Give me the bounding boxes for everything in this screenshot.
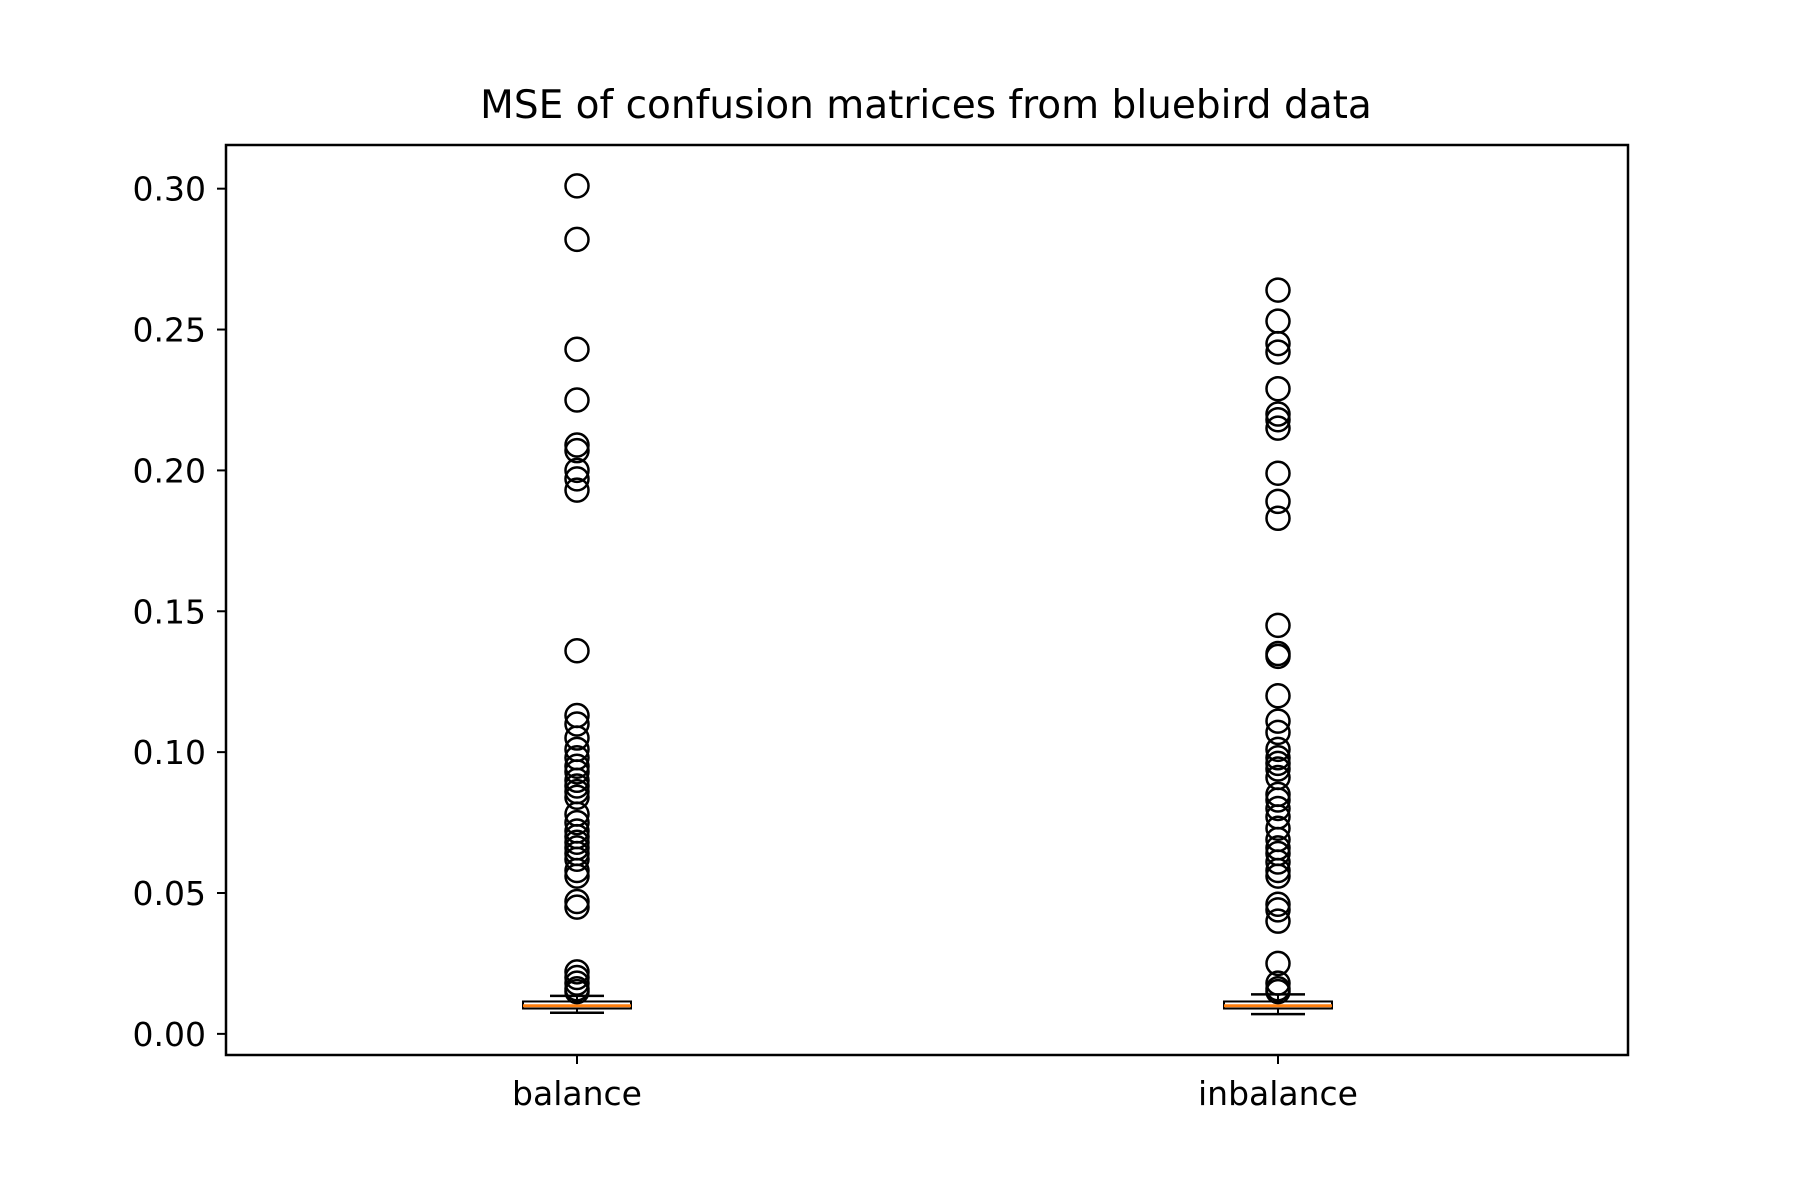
outlier-point [564, 964, 590, 991]
outlier-point [1265, 736, 1291, 763]
outlier-point [1265, 415, 1291, 441]
outlier-point [564, 857, 590, 884]
outlier-point [1265, 950, 1291, 977]
outlier-point [1265, 897, 1291, 923]
outlier-point [564, 970, 590, 996]
outlier-point [564, 477, 590, 503]
plot-marks [522, 173, 1333, 1016]
outlier-point [1265, 970, 1291, 996]
axes: 0.00 0.05 0.10 0.15 0.20 0.25 0.30 balance inbal… [133, 170, 1358, 1113]
outlier-point [564, 637, 590, 664]
outlier-point [1265, 750, 1291, 777]
outlier-point [564, 437, 590, 464]
outlier-point [564, 784, 590, 810]
outlier-point [1265, 375, 1291, 402]
outlier-point [1265, 978, 1291, 1005]
outlier-point [1265, 612, 1291, 639]
outlier-point [1265, 708, 1291, 734]
y-tick-label: 0.05 [133, 874, 206, 913]
y-tick-label: 0.00 [133, 1015, 206, 1054]
outlier-point [564, 759, 590, 785]
plot-frame [224, 143, 1630, 1057]
outlier-point [1265, 795, 1291, 822]
y-tick-label: 0.30 [133, 170, 206, 209]
outlier-point [1265, 756, 1291, 782]
outlier-point [564, 711, 590, 737]
outlier-point [564, 432, 590, 458]
outlier-point [1265, 406, 1291, 433]
outlier-point [1265, 849, 1291, 875]
outlier-point [1265, 787, 1291, 813]
outlier-point [1265, 460, 1291, 486]
outlier-point [564, 387, 590, 413]
y-tick-label: 0.25 [133, 311, 206, 350]
outlier-point [564, 959, 590, 985]
outlier-point [1265, 815, 1291, 841]
box-group-inbalance [1223, 277, 1333, 1016]
outlier-point [1265, 330, 1291, 357]
outlier-point [564, 457, 590, 484]
outlier-point [1265, 908, 1291, 934]
outlier-point [1265, 683, 1291, 709]
outlier-point [1265, 745, 1291, 771]
chart-title: MSE of confusion matrices from bluebird … [480, 83, 1372, 128]
outlier-point [1265, 505, 1291, 532]
outlier-point [564, 173, 590, 199]
outlier-point [564, 978, 590, 1005]
outlier-point [564, 863, 590, 889]
outlier-point [564, 336, 590, 363]
outlier-point [1265, 891, 1291, 918]
outlier-point [564, 767, 590, 794]
outlier-point [564, 773, 590, 799]
y-tick-label: 0.10 [133, 733, 206, 772]
outlier-point [564, 753, 590, 779]
x-tick-label: inbalance [1198, 1074, 1358, 1113]
outlier-point [1265, 339, 1291, 365]
outlier-point [1265, 643, 1291, 670]
outlier-point [564, 226, 590, 253]
y-tick-label: 0.15 [133, 592, 206, 631]
outlier-point [564, 829, 590, 856]
outlier-point [564, 466, 590, 492]
outlier-point [1265, 719, 1291, 746]
outlier-point [564, 888, 590, 915]
outlier-point [1265, 863, 1291, 889]
outlier-point [1265, 401, 1291, 427]
outlier-point [564, 894, 590, 920]
x-tick-label: balance [512, 1074, 642, 1113]
y-tick-label: 0.20 [133, 451, 206, 490]
outlier-point [1265, 857, 1291, 884]
outlier-point [1265, 277, 1291, 303]
box-group-balance [522, 173, 632, 1014]
outlier-point [564, 846, 590, 872]
outlier-point [1265, 488, 1291, 515]
outlier-point [564, 809, 590, 836]
outlier-point [564, 725, 590, 751]
